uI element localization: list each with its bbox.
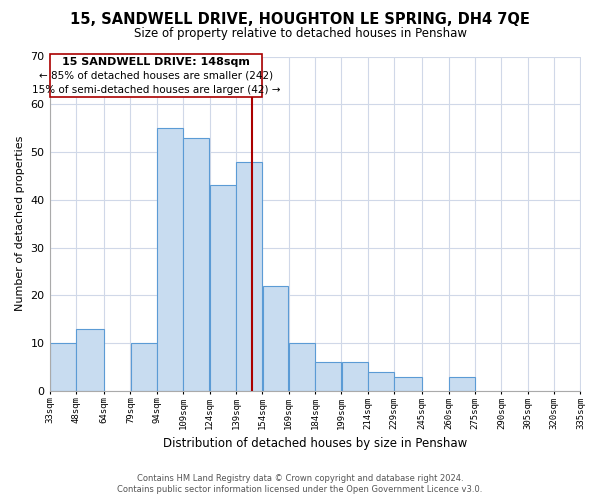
Bar xyxy=(50,343,76,391)
Bar xyxy=(236,162,262,391)
Y-axis label: Number of detached properties: Number of detached properties xyxy=(15,136,25,312)
Bar xyxy=(315,362,341,391)
Bar xyxy=(341,362,368,391)
Bar xyxy=(449,376,475,391)
Text: Size of property relative to detached houses in Penshaw: Size of property relative to detached ho… xyxy=(133,28,467,40)
Text: 15, SANDWELL DRIVE, HOUGHTON LE SPRING, DH4 7QE: 15, SANDWELL DRIVE, HOUGHTON LE SPRING, … xyxy=(70,12,530,28)
X-axis label: Distribution of detached houses by size in Penshaw: Distribution of detached houses by size … xyxy=(163,437,467,450)
Text: 15 SANDWELL DRIVE: 148sqm: 15 SANDWELL DRIVE: 148sqm xyxy=(62,58,250,68)
Text: ← 85% of detached houses are smaller (242): ← 85% of detached houses are smaller (24… xyxy=(39,71,273,81)
Bar xyxy=(263,286,289,391)
Text: 15% of semi-detached houses are larger (42) →: 15% of semi-detached houses are larger (… xyxy=(32,85,280,95)
Bar xyxy=(184,138,209,391)
Bar xyxy=(76,329,104,391)
Bar xyxy=(289,343,315,391)
Bar xyxy=(157,128,183,391)
Bar xyxy=(50,54,262,97)
Bar xyxy=(394,376,422,391)
Bar xyxy=(210,186,236,391)
Text: Contains HM Land Registry data © Crown copyright and database right 2024.
Contai: Contains HM Land Registry data © Crown c… xyxy=(118,474,482,494)
Bar xyxy=(131,343,157,391)
Bar xyxy=(368,372,394,391)
